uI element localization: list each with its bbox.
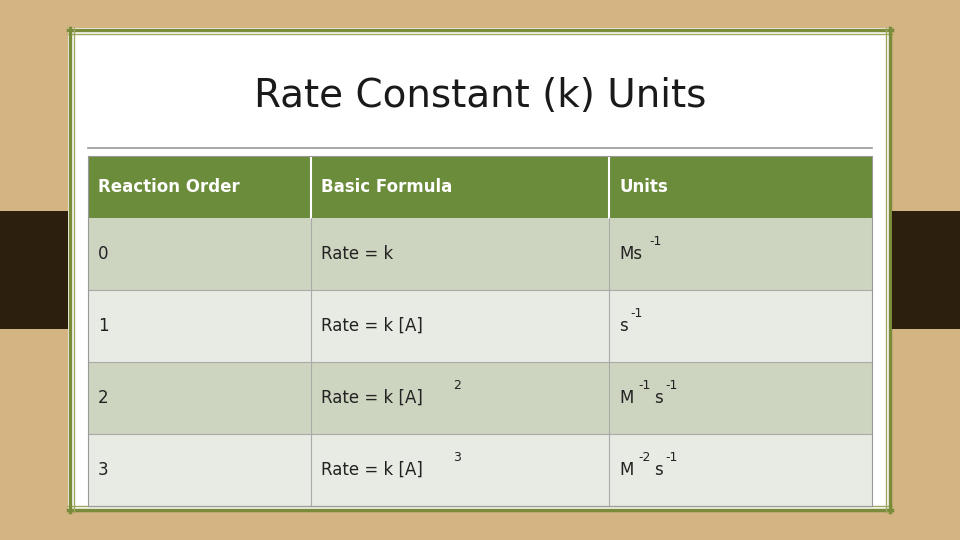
- Text: -1: -1: [637, 379, 650, 392]
- Text: Rate = k [A]: Rate = k [A]: [322, 317, 423, 335]
- Text: -1: -1: [649, 234, 661, 247]
- Text: s: s: [619, 317, 628, 335]
- Text: -1: -1: [665, 450, 678, 463]
- Bar: [88, 290, 872, 362]
- Text: M: M: [619, 389, 634, 407]
- Text: M: M: [619, 461, 634, 479]
- Text: 2: 2: [98, 389, 108, 407]
- Bar: [0, 211, 68, 329]
- Text: 2: 2: [453, 379, 461, 392]
- Bar: [88, 156, 872, 218]
- Text: 3: 3: [98, 461, 108, 479]
- Text: s: s: [654, 389, 662, 407]
- Bar: [88, 362, 872, 434]
- Text: 0: 0: [98, 245, 108, 263]
- Text: Rate = k [A]: Rate = k [A]: [322, 389, 423, 407]
- Text: Units: Units: [619, 178, 668, 196]
- Text: -2: -2: [637, 450, 650, 463]
- Text: Rate Constant (k) Units: Rate Constant (k) Units: [253, 77, 707, 115]
- Text: Reaction Order: Reaction Order: [98, 178, 240, 196]
- Bar: [88, 434, 872, 506]
- Bar: [892, 211, 960, 329]
- Text: Rate = k: Rate = k: [322, 245, 394, 263]
- Text: Rate = k [A]: Rate = k [A]: [322, 461, 423, 479]
- Bar: [68, 28, 892, 512]
- Text: 1: 1: [98, 317, 108, 335]
- Text: 3: 3: [453, 450, 461, 463]
- Text: Ms: Ms: [619, 245, 642, 263]
- Text: -1: -1: [631, 307, 643, 320]
- Text: s: s: [654, 461, 662, 479]
- Text: -1: -1: [665, 379, 678, 392]
- Text: Basic Formula: Basic Formula: [322, 178, 453, 196]
- Bar: [88, 218, 872, 290]
